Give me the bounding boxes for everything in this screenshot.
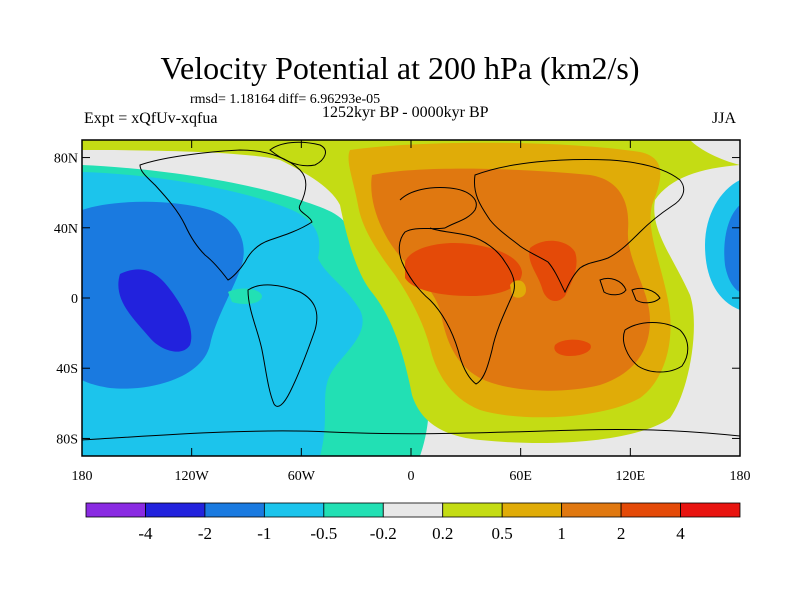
colorbar-label: -2 (198, 524, 212, 543)
season-label: JJA (712, 110, 737, 127)
longitude-axis: 180 120W 60W 0 60E 120E 180 (72, 140, 751, 484)
lon-tick-label: 180 (72, 469, 93, 484)
plot-title: Velocity Potential at 200 hPa (km2/s) (160, 50, 640, 86)
colorbar-swatch (620, 502, 681, 518)
colorbar-label: 2 (617, 524, 626, 543)
level-neg-02-blob (228, 288, 262, 304)
level-pos-2-south-blob (554, 339, 591, 356)
level-neg-1-east (724, 205, 740, 292)
colorbar-label: -4 (138, 524, 153, 543)
coastlines (82, 141, 740, 441)
colorbar: -4 -2 -1 -0.5 -0.2 0.2 0.5 1 2 4 (85, 502, 741, 543)
colorbar-label: -0.5 (310, 524, 337, 543)
level-zero-arctic (690, 140, 740, 165)
latitude-axis: 80N 40N 0 40S 80S (54, 152, 740, 447)
experiment-label: Expt = xQfUv-xqfua (84, 110, 218, 127)
colorbar-label: 0.2 (432, 524, 453, 543)
rmsd-stats: rmsd= 1.18164 diff= 6.96293e-05 (190, 92, 381, 107)
lat-tick-label: 40S (56, 362, 78, 377)
colorbar-swatch (561, 502, 622, 518)
lat-tick-label: 0 (71, 292, 78, 307)
contour-field (82, 140, 740, 456)
colorbar-swatch (204, 502, 265, 518)
colorbar-label: 1 (557, 524, 566, 543)
colorbar-label: 4 (676, 524, 685, 543)
level-neg-2-region (118, 269, 192, 352)
lon-tick-label: 60E (509, 469, 532, 484)
level-pos-2-west-african-blob (405, 242, 522, 296)
colorbar-swatch (382, 502, 444, 518)
lat-tick-label: 80S (56, 432, 78, 447)
colorbar-swatch (323, 502, 384, 518)
lon-tick-label: 60W (288, 469, 316, 484)
colorbar-swatch (501, 502, 563, 518)
colorbar-swatch (263, 502, 325, 518)
lon-tick-label: 120E (616, 469, 646, 484)
colorbar-swatch (442, 502, 503, 518)
lon-tick-label: 0 (408, 469, 415, 484)
colorbar-swatch (85, 502, 146, 518)
colorbar-label: -0.2 (370, 524, 397, 543)
colorbar-swatch (680, 502, 741, 518)
lat-tick-label: 40N (54, 222, 78, 237)
colorbar-label: -1 (257, 524, 271, 543)
level-pos-2-indian-blob (529, 240, 577, 302)
colorbar-label: 0.5 (492, 524, 513, 543)
lat-tick-label: 80N (54, 152, 78, 167)
lon-tick-label: 180 (730, 469, 751, 484)
lon-tick-label: 120W (175, 469, 210, 484)
period-label: 1252kyr BP - 0000kyr BP (322, 104, 489, 121)
colorbar-swatch (145, 502, 206, 518)
